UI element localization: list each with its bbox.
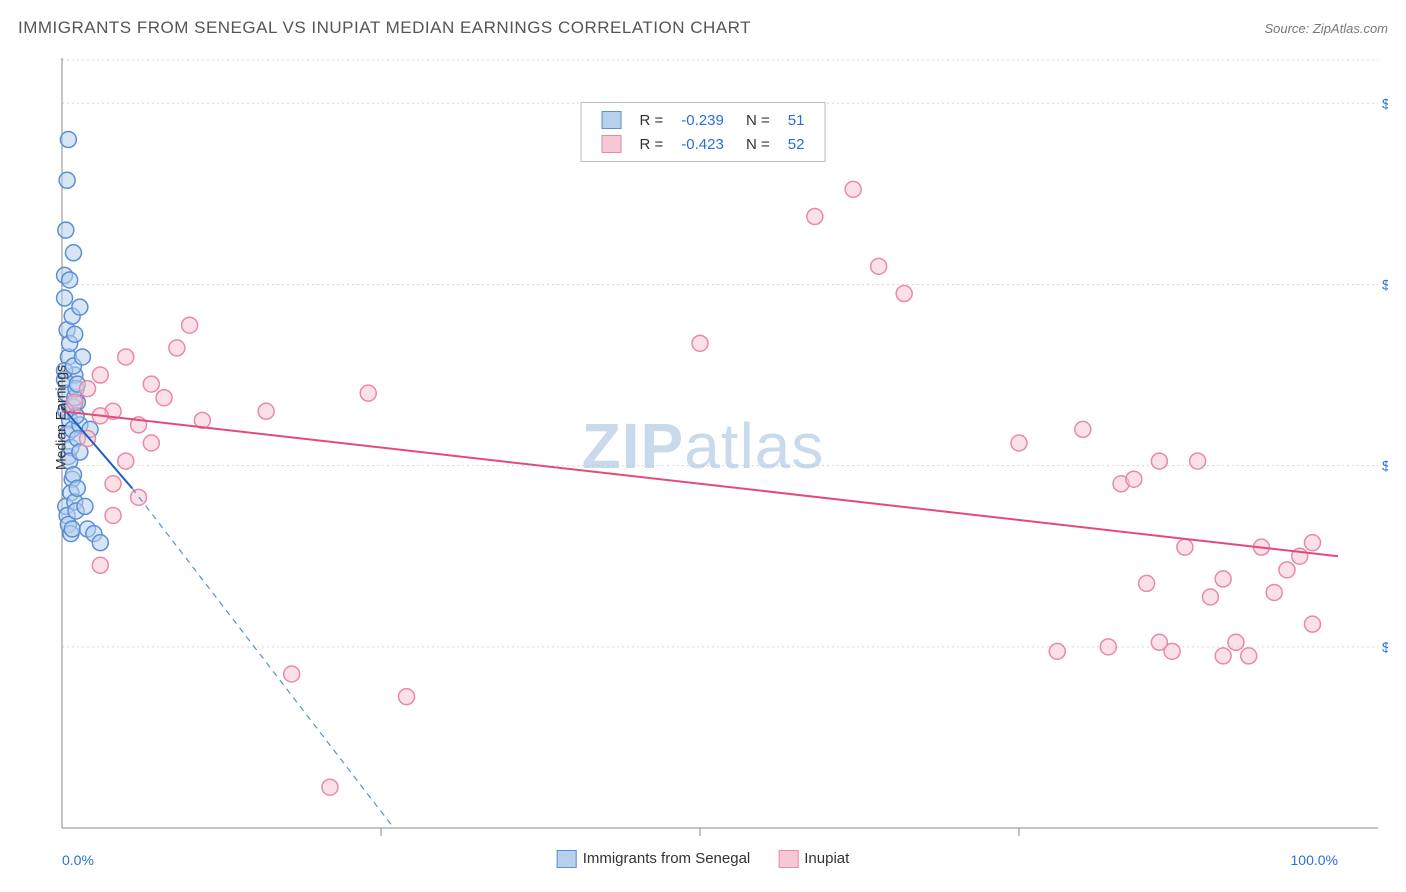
x-tick-label-max: 100.0% xyxy=(1291,852,1338,868)
stats-row: R = -0.239 N = 51 xyxy=(594,109,813,131)
bottom-legend: Immigrants from Senegal Inupiat xyxy=(557,850,850,868)
legend-swatch-senegal xyxy=(557,850,577,868)
scatter-plot-svg: $20,000 $40,000 $60,000 $80,000 xyxy=(18,50,1388,874)
stats-row: R = -0.423 N = 52 xyxy=(594,133,813,155)
r-value: -0.423 xyxy=(673,133,732,155)
series-swatch-senegal xyxy=(602,111,622,129)
y-axis-label: Median Earnings xyxy=(53,365,69,470)
n-value: 52 xyxy=(780,133,813,155)
n-value: 51 xyxy=(780,109,813,131)
n-label: N = xyxy=(734,109,778,131)
r-label: R = xyxy=(632,109,672,131)
legend-swatch-inupiat xyxy=(778,850,798,868)
legend-label: Inupiat xyxy=(804,850,849,867)
chart-area: Median Earnings $20,000 $40,000 $60,000 $80… xyxy=(18,50,1388,874)
legend-label: Immigrants from Senegal xyxy=(583,850,751,867)
svg-text:$20,000: $20,000 xyxy=(1382,639,1388,655)
chart-title: IMMIGRANTS FROM SENEGAL VS INUPIAT MEDIA… xyxy=(18,18,751,38)
series-swatch-inupiat xyxy=(602,135,622,153)
legend-item: Inupiat xyxy=(778,850,849,868)
svg-text:$80,000: $80,000 xyxy=(1382,95,1388,111)
source-label: Source: ZipAtlas.com xyxy=(1264,21,1388,36)
x-tick-label-min: 0.0% xyxy=(62,852,94,868)
stats-legend-box: R = -0.239 N = 51 R = -0.423 N = 52 xyxy=(581,102,826,162)
r-label: R = xyxy=(632,133,672,155)
svg-text:$60,000: $60,000 xyxy=(1382,276,1388,292)
svg-text:$40,000: $40,000 xyxy=(1382,458,1388,474)
legend-item: Immigrants from Senegal xyxy=(557,850,751,868)
n-label: N = xyxy=(734,133,778,155)
r-value: -0.239 xyxy=(673,109,732,131)
